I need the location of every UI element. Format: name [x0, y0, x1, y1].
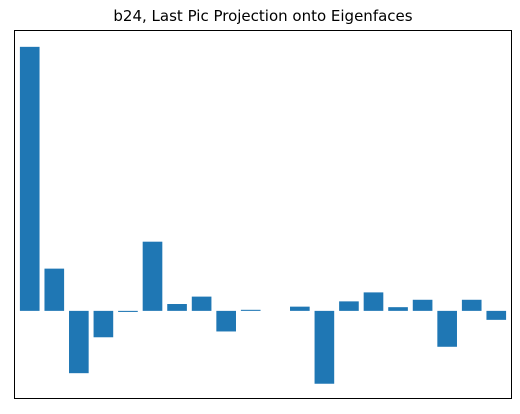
bar-4 — [93, 310, 114, 338]
bar-15 — [363, 292, 384, 311]
bar-7 — [167, 304, 187, 311]
bar-10 — [240, 309, 261, 311]
bars-group — [19, 46, 507, 384]
bar-17 — [412, 299, 433, 311]
bar-16 — [388, 307, 408, 311]
bar-18 — [437, 310, 457, 347]
bar-13 — [314, 310, 335, 384]
bar-14 — [339, 301, 359, 311]
bar-9 — [216, 310, 236, 332]
bar-12 — [290, 306, 310, 311]
bar-5 — [118, 310, 138, 312]
bar-3 — [69, 310, 89, 374]
bar-20 — [486, 310, 507, 320]
bar-1 — [19, 46, 40, 311]
bar-2 — [44, 268, 65, 311]
bar-8 — [191, 296, 212, 311]
chart-title: b24, Last Pic Projection onto Eigenfaces — [113, 7, 412, 25]
bar-19 — [461, 299, 482, 311]
bar-6 — [142, 241, 163, 311]
plot-frame — [14, 30, 512, 399]
